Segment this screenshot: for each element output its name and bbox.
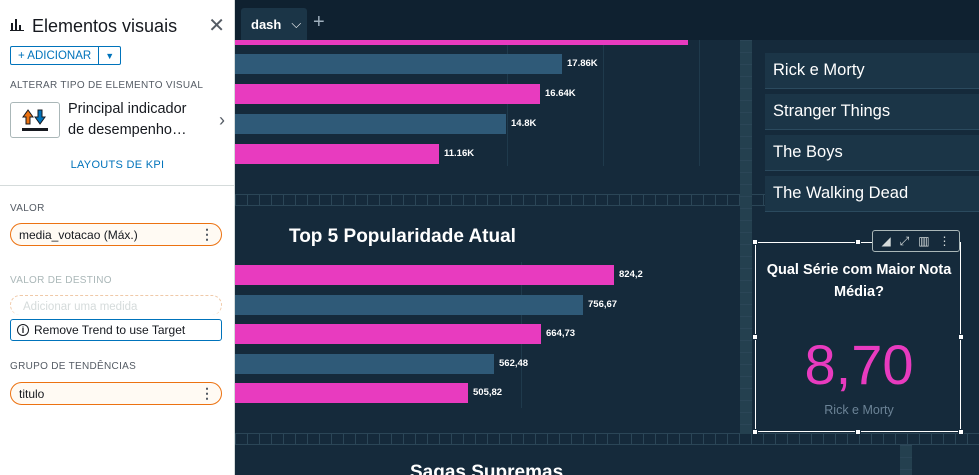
table-row[interactable]: The Boys: [765, 135, 979, 171]
bar[interactable]: [235, 324, 541, 344]
target-section-label: VALOR DE DESTINO: [10, 275, 112, 286]
resize-handle[interactable]: [855, 429, 861, 435]
value-field-name: media_votacao (Máx.): [19, 227, 138, 242]
kpi-value: 8,70: [804, 333, 914, 396]
target-field-well: Adicionar uma medida: [10, 295, 222, 315]
resize-handle[interactable]: [958, 429, 964, 435]
add-visual-group: + ADICIONAR ▼: [10, 46, 122, 65]
visual-toolbar: ◢ ⤢ ▥ ⋮: [872, 230, 960, 252]
panel-title: Elementos visuais: [32, 15, 178, 36]
visuals-panel: Elementos visuais ✕ + ADICIONAR ▼ ALTERA…: [0, 0, 235, 475]
data-label: 664,73: [546, 328, 576, 339]
divider: [0, 185, 235, 186]
trend-notice-text: Remove Trend to use Target: [34, 323, 186, 337]
more-options-icon[interactable]: ⋮: [938, 234, 951, 248]
layout-icon[interactable]: ▥: [918, 234, 930, 248]
data-label: 824,2: [619, 269, 643, 280]
trend-group-field-name: titulo: [19, 386, 45, 401]
sheet-tab-bar: [235, 0, 979, 40]
bar[interactable]: [235, 114, 506, 134]
resize-handle[interactable]: [752, 429, 758, 435]
layout-grid-line: [235, 433, 979, 445]
chevron-right-icon[interactable]: ›: [219, 109, 225, 130]
table-row[interactable]: Stranger Things: [765, 94, 979, 130]
table-row[interactable]: Rick e Morty: [765, 53, 979, 89]
data-label: 16.64K: [545, 88, 576, 99]
signal-icon[interactable]: ◢: [881, 234, 891, 248]
bar[interactable]: [235, 353, 494, 374]
data-label: 756,67: [588, 298, 618, 310]
bar[interactable]: [235, 383, 468, 403]
kpi-icon: [10, 102, 60, 138]
visual-type-line-2: de desempenho…: [68, 122, 187, 138]
change-visual-type-label: ALTERAR TIPO DE ELEMENTO VISUAL: [10, 80, 204, 91]
data-label: 505,82: [473, 387, 503, 398]
expand-icon[interactable]: ⤢: [899, 233, 910, 248]
chart1-partial-bar[interactable]: [235, 40, 688, 45]
visual-type-selector[interactable]: Principal indicador de desempenho… ›: [10, 98, 225, 142]
dashboard-canvas: dash ⌵ + 17.86K 16.64K 14.8K 11.16K Top 5 P…: [235, 0, 979, 475]
panel-header: Elementos visuais ✕: [10, 14, 225, 38]
layout-grid-line: [900, 445, 912, 475]
chevron-down-icon[interactable]: ▼: [99, 46, 122, 65]
layout-grid-line: [740, 40, 752, 434]
trend-group-label: GRUPO DE TENDÊNCIAS: [10, 361, 137, 372]
chart2-title: Top 5 Popularidade Atual: [289, 226, 516, 247]
trend-target-notice: i Remove Trend to use Target: [10, 319, 222, 341]
info-icon: i: [17, 324, 29, 336]
bar[interactable]: [235, 84, 540, 104]
visual-type-label: Principal indicador de desempenho…: [68, 99, 187, 141]
kpi-layouts-link[interactable]: LAYOUTS DE KPI: [70, 159, 165, 171]
tab-dash[interactable]: dash ⌵: [241, 8, 307, 40]
trend-group-field-well[interactable]: titulo ⋮: [10, 382, 222, 405]
bar-chart-icon: [10, 17, 24, 36]
kpi-title: Qual Série com Maior Nota Média?: [766, 262, 952, 300]
resize-handle[interactable]: [855, 239, 861, 245]
tab-dash-label: dash: [251, 16, 282, 32]
bar[interactable]: [235, 294, 583, 315]
visual-type-line-1: Principal indicador: [68, 101, 187, 117]
more-options-icon[interactable]: ⋮: [200, 385, 214, 401]
value-field-well[interactable]: media_votacao (Máx.) ⋮: [10, 223, 222, 246]
chart3-title: Sagas Supremas: [410, 462, 564, 475]
data-label: 11.16K: [444, 148, 475, 159]
kpi-visual[interactable]: Qual Série com Maior Nota Média? 8,70 Ri…: [755, 242, 961, 432]
resize-handle[interactable]: [752, 334, 758, 340]
gridline: [699, 40, 700, 166]
bar[interactable]: [235, 144, 439, 164]
bar[interactable]: [235, 265, 614, 285]
bar[interactable]: [235, 54, 562, 74]
value-section-label: VALOR: [10, 203, 45, 214]
table-row[interactable]: The Walking Dead: [765, 176, 979, 212]
kpi-subtitle: Rick e Morty: [824, 403, 894, 417]
resize-handle[interactable]: [958, 334, 964, 340]
add-visual-button[interactable]: + ADICIONAR: [10, 46, 100, 65]
chevron-down-icon[interactable]: ⌵: [291, 16, 302, 31]
resize-handle[interactable]: [752, 239, 758, 245]
data-label: 562,48: [499, 357, 529, 369]
more-options-icon[interactable]: ⋮: [200, 226, 214, 242]
add-sheet-icon[interactable]: +: [313, 11, 325, 33]
data-label: 17.86K: [567, 58, 598, 69]
close-icon[interactable]: ✕: [208, 15, 225, 37]
gridline: [603, 40, 604, 166]
data-label: 14.8K: [511, 118, 537, 129]
